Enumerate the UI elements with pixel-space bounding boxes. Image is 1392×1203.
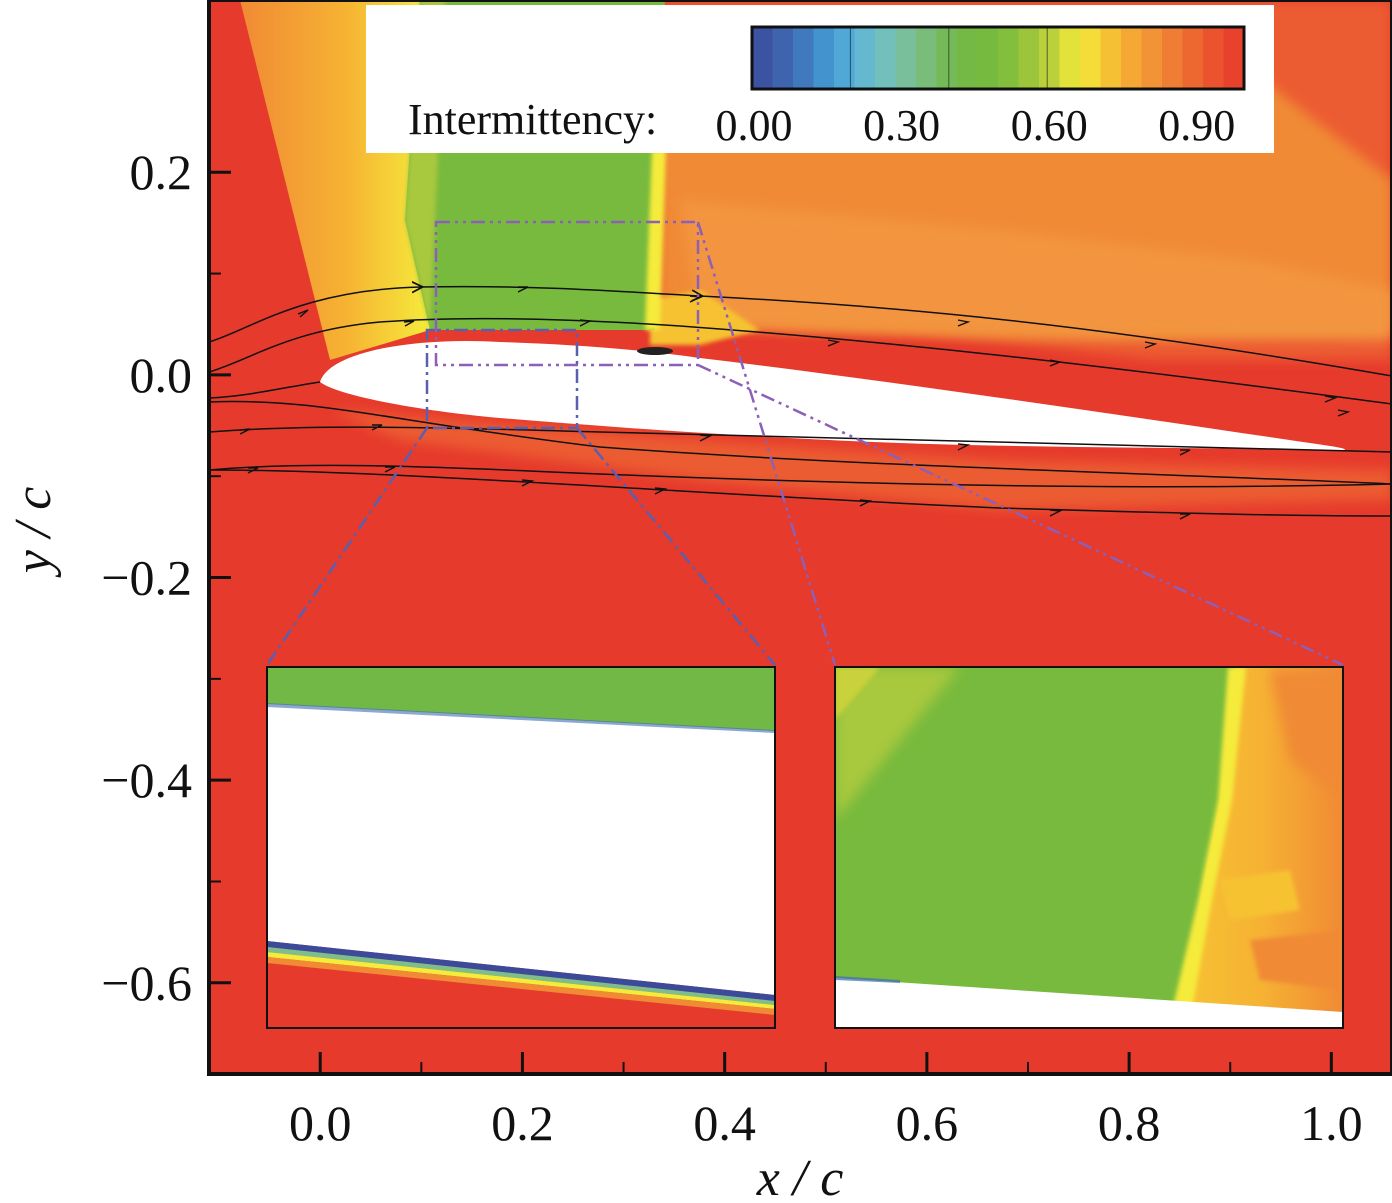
zoom-box-lower [425,328,579,430]
colorbar-tick-label: 0.60 [1011,101,1088,150]
colorbar-segment [875,27,896,89]
colorbar-tick-label: 0.30 [863,101,940,150]
colorbar-segment [1162,27,1183,89]
inset-lower-zoom [267,667,775,1028]
x-tick-label: 0.0 [289,1095,352,1151]
colorbar-segment [916,27,937,89]
connector-lower-right [576,427,776,666]
x-axis-label: x / c [756,1150,844,1198]
colorbar-segment [813,27,835,89]
inset-upper-frame [834,666,1344,1029]
x-tick-label: 0.6 [896,1095,959,1151]
x-axis: 0.0 0.2 0.4 0.6 0.8 1.0 [289,1052,1363,1151]
y-tick-label: −0.6 [101,955,192,1011]
colorbar-segment [1203,27,1224,89]
colorbar-segment [752,27,773,89]
y-axis-label: y / c [5,487,62,579]
plot-frame [207,0,1392,1076]
y-tick-label: −0.4 [101,752,192,808]
y-tick-label: 0.2 [130,144,193,200]
colorbar-segment [1182,27,1204,89]
connector-upper-left [696,221,837,666]
colorbar-segment [895,27,917,89]
colorbar-tick-labels: 0.00 0.30 0.60 0.90 [716,101,1236,150]
connector-upper-right [697,363,1344,667]
colorbar-segment [998,27,1019,89]
airfoil-shape [320,340,1345,451]
colorbar-segment [1100,27,1122,89]
zoom-annotations [265,220,1344,667]
colorbar-segment [793,27,814,89]
colorbar-tick-label: 0.90 [1158,101,1235,150]
colorbar-label: Intermittency: [408,95,657,144]
colorbar-segment [936,27,958,89]
x-tick-label: 0.4 [693,1095,756,1151]
colorbar-frame [750,25,1246,91]
inset-upper-zoom [835,667,1343,1028]
colorbar-legend: Intermittency: 0.00 0.30 0.60 0.90 [366,5,1274,153]
colorbar-segment [957,27,978,89]
colorbar-segment [1018,27,1040,89]
colorbar-segment [772,27,794,89]
colorbar-segments [752,27,1245,89]
x-tick-label: 1.0 [1300,1095,1363,1151]
colorbar-segment [1059,27,1081,89]
colorbar-segment [1039,27,1060,89]
zoom-box-upper [434,220,700,367]
y-tick-label: 0.0 [130,347,193,403]
colorbar-tick-label: 0.00 [716,101,793,150]
x-tick-label: 0.2 [491,1095,554,1151]
colorbar-segment [1223,27,1245,89]
y-tick-label: −0.2 [101,550,192,606]
colorbar-segment [977,27,999,89]
colorbar-segment [1141,27,1163,89]
transition-spot [637,347,673,355]
colorbar-segment [1121,27,1142,89]
y-axis: 0.2 0.0 −0.2 −0.4 −0.6 [101,144,231,1011]
colorbar-segment [834,27,855,89]
inset-lower-frame [266,666,776,1029]
colorbar-segment [1080,27,1101,89]
colorbar-segment [854,27,876,89]
connector-lower-left [265,427,429,666]
x-tick-label: 0.8 [1098,1095,1161,1151]
